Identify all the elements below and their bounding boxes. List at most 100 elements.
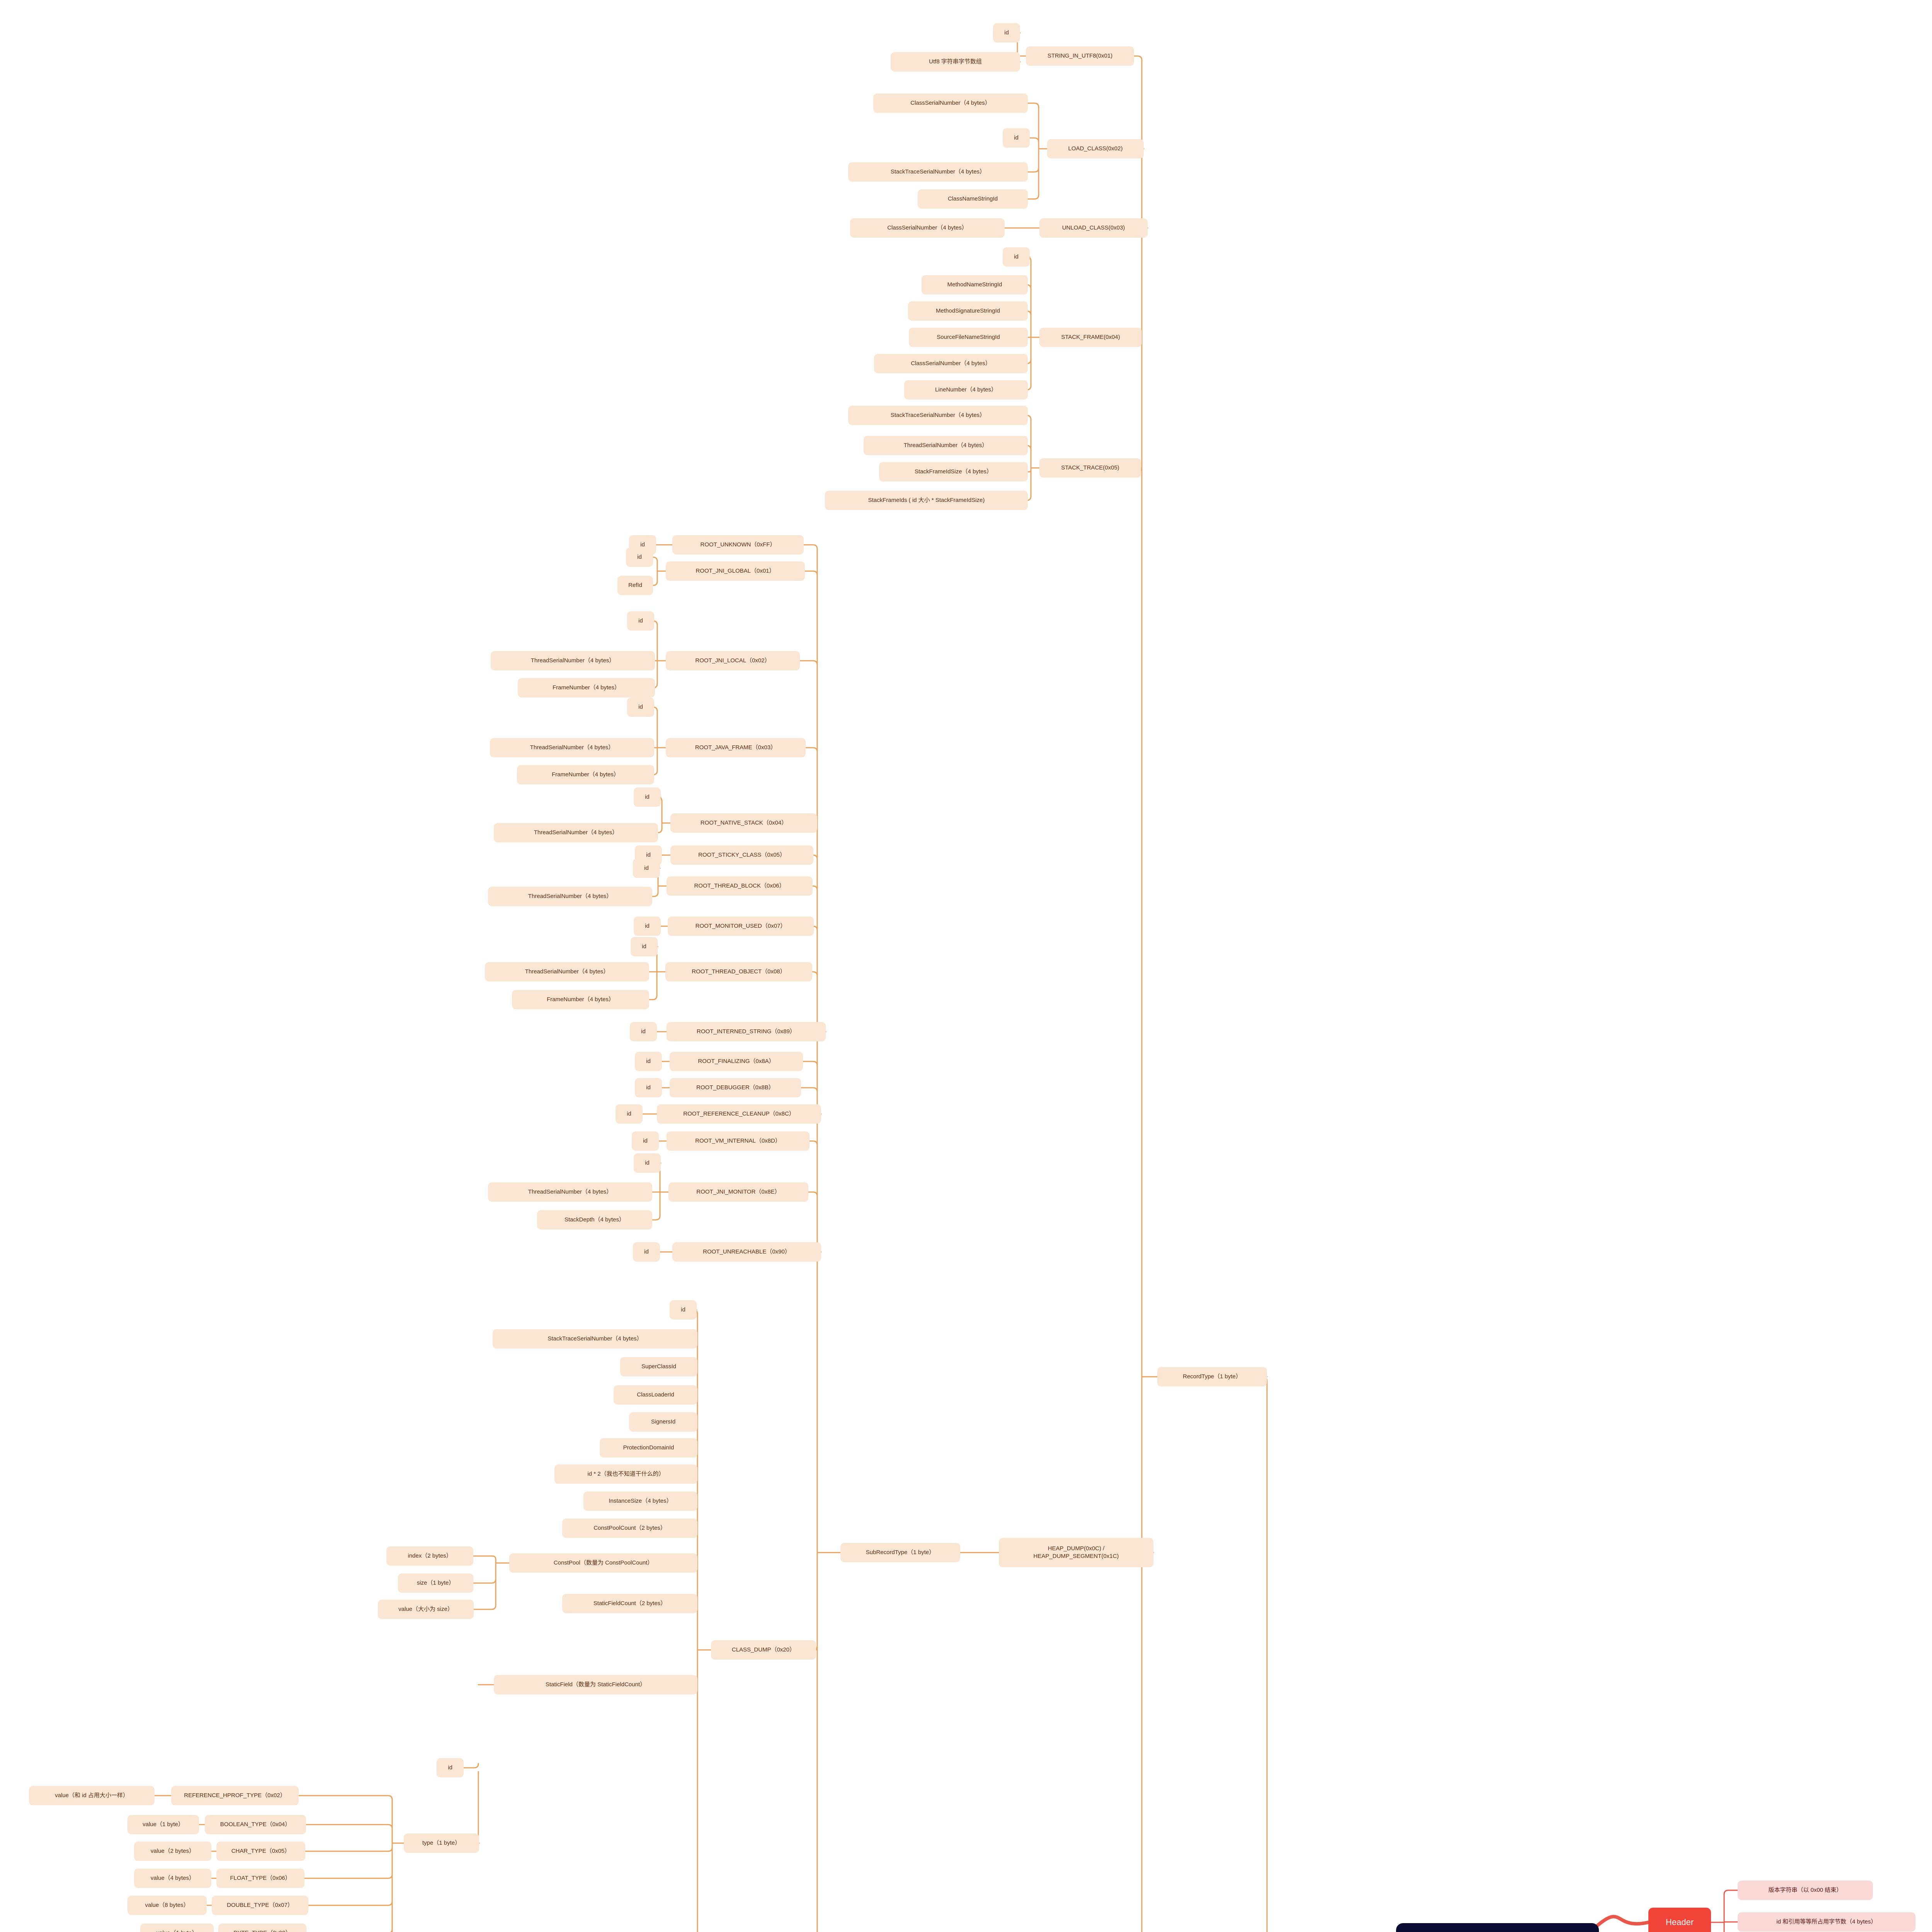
field-id-times-two[interactable]: id * 2（我也不知道干什么的） <box>554 1464 697 1484</box>
sub-record-root-thread-object[interactable]: ROOT_THREAD_OBJECT（0x08） <box>665 962 812 981</box>
sub-record-root-interned-string[interactable]: ROOT_INTERNED_STRING（0x89） <box>667 1022 826 1041</box>
field-id[interactable]: id <box>632 1131 659 1151</box>
sub-record-root-reference-cleanup[interactable]: ROOT_REFERENCE_CLEANUP（0x8C） <box>657 1104 821 1124</box>
field-stack-trace-serial-number[interactable]: StackTraceSerialNumber（4 bytes） <box>493 1329 697 1349</box>
field-class-name-string-id[interactable]: ClassNameStringId <box>918 189 1028 209</box>
field-source-file-name-string-id[interactable]: SourceFileNameStringId <box>909 328 1028 347</box>
field-signers-id[interactable]: SignersId <box>629 1412 697 1432</box>
field-class-serial-number[interactable]: ClassSerialNumber（4 bytes） <box>874 354 1028 373</box>
field-super-class-id[interactable]: SuperClassId <box>620 1357 697 1376</box>
field-line-number[interactable]: LineNumber（4 bytes） <box>904 380 1028 400</box>
field-id[interactable]: id <box>1003 128 1030 148</box>
field-type-value-boolean[interactable]: value（1 byte） <box>128 1815 199 1834</box>
field-type-reference-hprof[interactable]: REFERENCE_HPROF_TYPE（0x02） <box>171 1786 299 1805</box>
field-thread-serial-number[interactable]: ThreadSerialNumber（4 bytes） <box>488 887 652 906</box>
field-class-serial-number[interactable]: ClassSerialNumber（4 bytes） <box>873 94 1028 113</box>
field-thread-serial-number[interactable]: ThreadSerialNumber（4 bytes） <box>864 436 1028 455</box>
field-stack-depth[interactable]: StackDepth（4 bytes） <box>537 1210 652 1230</box>
field-thread-serial-number[interactable]: ThreadSerialNumber（4 bytes） <box>485 962 649 981</box>
record-type-stack-trace[interactable]: STACK_TRACE(0x05) <box>1039 458 1141 478</box>
header-child-id-size[interactable]: id 和引用等等所占用字节数（4 bytes） <box>1738 1912 1915 1932</box>
sub-record-root-native-stack[interactable]: ROOT_NATIVE_STACK（0x04） <box>670 813 817 833</box>
field-method-signature-string-id[interactable]: MethodSignatureStringId <box>908 301 1028 321</box>
record-type-load-class[interactable]: LOAD_CLASS(0x02) <box>1047 139 1144 158</box>
field-const-pool-count[interactable]: ConstPoolCount（2 bytes） <box>562 1519 697 1538</box>
field-stack-frame-ids[interactable]: StackFrameIds ( id 大小 * StackFrameIdSize… <box>825 491 1028 510</box>
field-type-boolean[interactable]: BOOLEAN_TYPE（0x04） <box>205 1815 306 1834</box>
field-id[interactable]: id <box>634 917 661 936</box>
field-id[interactable]: id <box>634 787 661 807</box>
static-field-child-type[interactable]: type（1 byte） <box>404 1833 479 1853</box>
field-id[interactable]: id <box>633 1242 660 1262</box>
field-ref-id[interactable]: RefId <box>617 576 653 595</box>
field-frame-number[interactable]: FrameNumber（4 bytes） <box>517 765 654 784</box>
const-pool-child-index[interactable]: index（2 bytes） <box>386 1546 473 1566</box>
record-type-unload-class[interactable]: UNLOAD_CLASS(0x03) <box>1039 218 1148 238</box>
field-stack-frame-id-size[interactable]: StackFrameIdSize（4 bytes） <box>879 462 1028 481</box>
field-thread-serial-number[interactable]: ThreadSerialNumber（4 bytes） <box>490 738 654 757</box>
field-type-value-byte[interactable]: value（1 byte） <box>140 1923 214 1932</box>
sub-record-root-thread-block[interactable]: ROOT_THREAD_BLOCK（0x06） <box>667 876 813 896</box>
field-id[interactable]: id <box>634 1153 661 1173</box>
field-static-field-count[interactable]: StaticFieldCount（2 bytes） <box>562 1594 697 1613</box>
field-type-float[interactable]: FLOAT_TYPE（0x06） <box>216 1869 304 1888</box>
field-id[interactable]: id <box>635 1078 662 1097</box>
sub-record-type[interactable]: SubRecordType（1 byte） <box>840 1543 960 1562</box>
field-thread-serial-number[interactable]: ThreadSerialNumber（4 bytes） <box>491 651 655 670</box>
sub-record-root-monitor-used[interactable]: ROOT_MONITOR_USED（0x07） <box>668 917 814 936</box>
field-type-byte[interactable]: BYTE_TYPE（0x08） <box>218 1923 306 1932</box>
field-id[interactable]: id <box>627 611 654 631</box>
sub-record-root-vm-internal[interactable]: ROOT_VM_INTERNAL（0x8D） <box>667 1131 810 1151</box>
central-topic[interactable]: Android HPROF <box>1396 1923 1599 1932</box>
sub-record-class-dump[interactable]: CLASS_DUMP（0x20） <box>711 1640 816 1660</box>
sub-record-root-jni-local[interactable]: ROOT_JNI_LOCAL（0x02） <box>666 651 800 670</box>
const-pool-child-size[interactable]: size（1 byte） <box>398 1573 473 1593</box>
field-type-double[interactable]: DOUBLE_TYPE（0x07） <box>212 1896 308 1915</box>
field-stack-trace-serial-number[interactable]: StackTraceSerialNumber（4 bytes） <box>848 406 1028 425</box>
record-type-string-utf8[interactable]: STRING_IN_UTF8(0x01) <box>1026 46 1134 66</box>
field-thread-serial-number[interactable]: ThreadSerialNumber（4 bytes） <box>494 823 658 842</box>
sub-record-root-sticky-class[interactable]: ROOT_STICKY_CLASS（0x05） <box>670 845 813 865</box>
field-type-value-float[interactable]: value（4 bytes） <box>134 1869 211 1888</box>
sub-record-root-finalizing[interactable]: ROOT_FINALIZING（0x8A） <box>670 1052 803 1071</box>
field-class-loader-id[interactable]: ClassLoaderId <box>614 1385 697 1405</box>
const-pool-child-value[interactable]: value（大小为 size） <box>378 1600 474 1619</box>
sub-record-root-jni-monitor[interactable]: ROOT_JNI_MONITOR（0x8E） <box>668 1182 808 1202</box>
field-static-field[interactable]: StaticField（数量为 StaticFieldCount） <box>494 1675 697 1694</box>
sub-record-root-unknown[interactable]: ROOT_UNKNOWN（0xFF） <box>672 535 804 554</box>
field-instance-size[interactable]: InstanceSize（4 bytes） <box>583 1492 697 1511</box>
field-thread-serial-number[interactable]: ThreadSerialNumber（4 bytes） <box>488 1182 652 1202</box>
field-const-pool[interactable]: ConstPool（数量为 ConstPoolCount） <box>509 1553 697 1573</box>
field-frame-number[interactable]: FrameNumber（4 bytes） <box>512 990 649 1009</box>
field-id[interactable]: id <box>633 859 660 878</box>
field-id[interactable]: id <box>631 937 658 956</box>
branch-header[interactable]: Header <box>1648 1908 1711 1932</box>
field-utf8-bytes[interactable]: Utf8 字符串字节数组 <box>891 52 1020 71</box>
sub-record-root-java-frame[interactable]: ROOT_JAVA_FRAME（0x03） <box>666 738 806 757</box>
field-type-value-reference[interactable]: value（和 id 占用大小一样） <box>29 1786 155 1805</box>
header-child-version-string[interactable]: 版本字符串（以 0x00 结束） <box>1738 1881 1873 1900</box>
field-id[interactable]: id <box>635 1052 662 1071</box>
field-method-name-string-id[interactable]: MethodNameStringId <box>922 275 1028 294</box>
field-stack-trace-serial-number[interactable]: StackTraceSerialNumber（4 bytes） <box>848 162 1028 182</box>
field-id[interactable]: id <box>627 697 654 717</box>
field-frame-number[interactable]: FrameNumber（4 bytes） <box>518 678 655 697</box>
field-id[interactable]: id <box>437 1758 464 1777</box>
field-id[interactable]: id <box>1003 247 1030 267</box>
field-class-serial-number[interactable]: ClassSerialNumber（4 bytes） <box>850 218 1005 238</box>
field-id[interactable]: id <box>670 1300 697 1320</box>
field-id[interactable]: id <box>626 548 653 567</box>
field-type-value-double[interactable]: value（8 bytes） <box>128 1896 207 1915</box>
sub-record-root-jni-global[interactable]: ROOT_JNI_GLOBAL（0x01） <box>666 561 805 581</box>
field-id[interactable]: id <box>616 1104 643 1124</box>
sub-record-root-debugger[interactable]: ROOT_DEBUGGER（0x8B） <box>670 1078 801 1097</box>
sub-record-root-unreachable[interactable]: ROOT_UNREACHABLE（0x90） <box>672 1242 821 1262</box>
field-type-value-char[interactable]: value（2 bytes） <box>134 1842 211 1861</box>
field-id[interactable]: id <box>630 1022 657 1041</box>
record-child-record-type[interactable]: RecordType（1 byte） <box>1157 1367 1267 1386</box>
field-protection-domain-id[interactable]: ProtectionDomainId <box>600 1438 697 1458</box>
field-type-char[interactable]: CHAR_TYPE（0x05） <box>216 1842 305 1861</box>
field-id[interactable]: id <box>993 23 1020 43</box>
record-type-heap-dump[interactable]: HEAP_DUMP(0x0C) / HEAP_DUMP_SEGMENT(0x1C… <box>999 1538 1153 1567</box>
record-type-stack-frame[interactable]: STACK_FRAME(0x04) <box>1039 328 1142 347</box>
